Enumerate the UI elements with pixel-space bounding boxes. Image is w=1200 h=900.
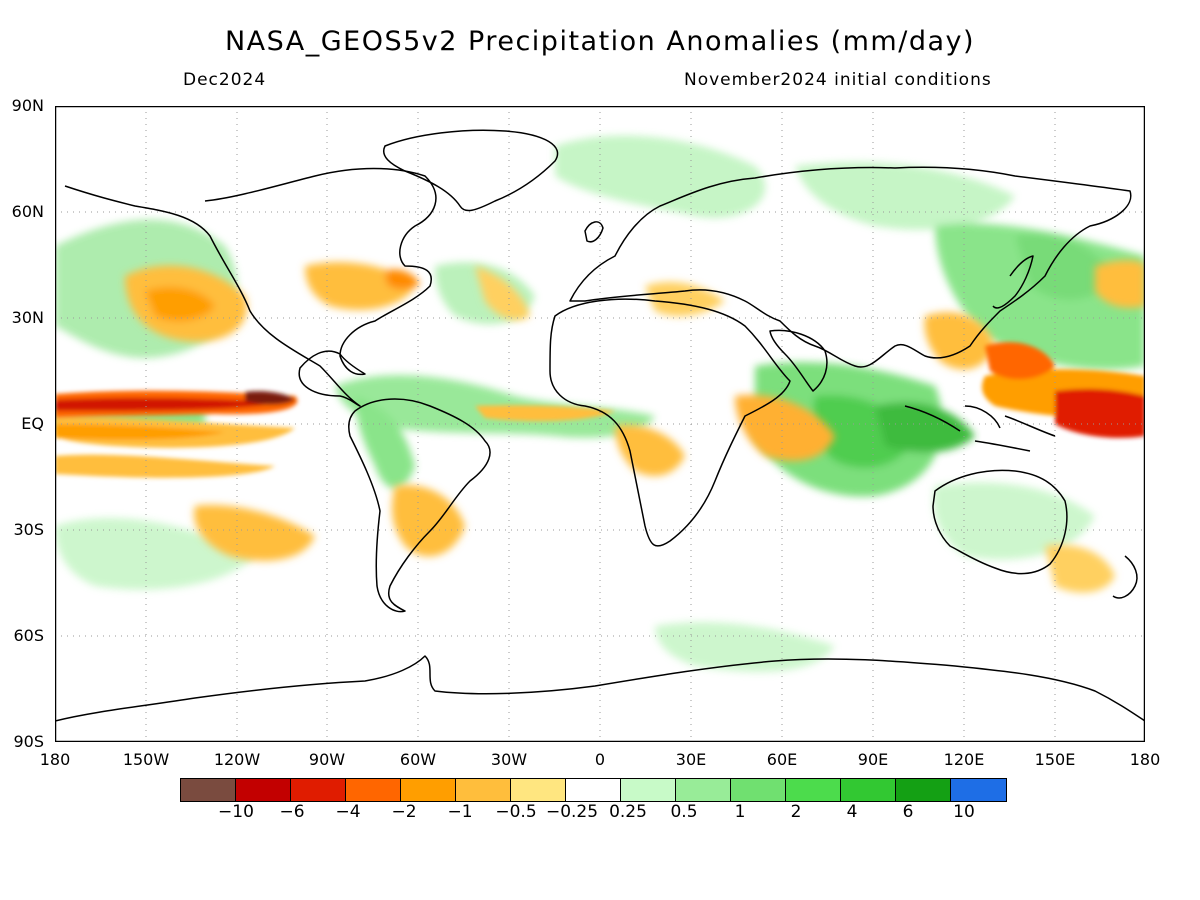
map-panel [54, 105, 1146, 743]
precipitation-map [54, 105, 1146, 743]
colorbar-label: −6 [279, 802, 305, 822]
colorbar-label: −2 [391, 802, 417, 822]
europe-asia-coast [569, 166, 1132, 368]
lat-label-30s: 30S [13, 520, 44, 539]
coastlines [54, 129, 1146, 722]
colorbar-swatch [896, 779, 951, 801]
lon-label-0: 0 [594, 750, 606, 769]
colorbar-swatch [181, 779, 236, 801]
colorbar-swatch [236, 779, 291, 801]
colorbar-label: −10 [218, 802, 254, 822]
colorbar-label: 1 [734, 802, 746, 822]
lat-label-60s: 60S [13, 626, 44, 645]
init-conditions-label: November2024 initial conditions [684, 70, 992, 90]
colorbar-label: −0.25 [545, 802, 599, 822]
north-america-coast [64, 167, 437, 407]
colorbar-swatch [566, 779, 621, 801]
lon-label-180w: 180 [39, 750, 71, 769]
equatorial-dry-band [55, 342, 1145, 478]
colorbar [180, 778, 1007, 802]
south-america-coast [348, 398, 491, 613]
lon-label-150e: 150E [1034, 750, 1076, 769]
lat-label-90n: 90N [11, 96, 44, 115]
lat-label-30n: 30N [11, 308, 44, 327]
lon-label-60w: 60W [399, 750, 437, 769]
colorbar-swatch [951, 779, 1006, 801]
colorbar-swatch [731, 779, 786, 801]
colorbar-label: 0.25 [609, 802, 647, 822]
japan-coast [992, 255, 1034, 309]
new-zealand-coast [1112, 555, 1138, 599]
colorbar-label: −1 [447, 802, 473, 822]
lon-label-150w: 150W [122, 750, 170, 769]
australia-coast [932, 469, 1068, 575]
colorbar-swatch [346, 779, 401, 801]
chart-title: NASA_GEOS5v2 Precipitation Anomalies (mm… [224, 26, 976, 57]
maritime-continent-coast [904, 405, 1056, 452]
colorbar-swatch [841, 779, 896, 801]
colorbar-swatch [511, 779, 566, 801]
uk-coast [584, 221, 604, 243]
lon-label-180e: 180 [1129, 750, 1161, 769]
greenland-coast [383, 129, 559, 212]
lon-label-60e: 60E [766, 750, 798, 769]
indian-subcontinent-coast [769, 329, 828, 392]
colorbar-swatch [621, 779, 676, 801]
lon-label-90e: 90E [857, 750, 889, 769]
valid-month-label: Dec2024 [183, 70, 267, 90]
lon-label-30e: 30E [675, 750, 707, 769]
lat-label-eq: EQ [21, 414, 44, 433]
graticule [55, 106, 1145, 742]
colorbar-label: 10 [953, 802, 975, 822]
colorbar-label: 0.5 [670, 802, 698, 822]
colorbar-swatch [291, 779, 346, 801]
colorbar-swatch [456, 779, 511, 801]
map-frame [54, 105, 1146, 743]
lon-label-120w: 120W [213, 750, 261, 769]
lat-label-90s: 90S [13, 732, 44, 751]
lon-label-90w: 90W [308, 750, 346, 769]
colorbar-label: 2 [790, 802, 802, 822]
antarctica-coast [54, 655, 1146, 722]
lon-label-120e: 120E [943, 750, 985, 769]
colorbar-label: −0.5 [495, 802, 537, 822]
africa-coast [549, 298, 791, 547]
colorbar-label: −4 [335, 802, 361, 822]
lon-label-30w: 30W [490, 750, 528, 769]
lat-label-60n: 60N [11, 202, 44, 221]
colorbar-swatch [676, 779, 731, 801]
dry-anomaly-areas [125, 260, 1145, 593]
colorbar-label: 6 [902, 802, 914, 822]
colorbar-label: 4 [846, 802, 858, 822]
colorbar-swatch [401, 779, 456, 801]
colorbar-swatch [786, 779, 841, 801]
